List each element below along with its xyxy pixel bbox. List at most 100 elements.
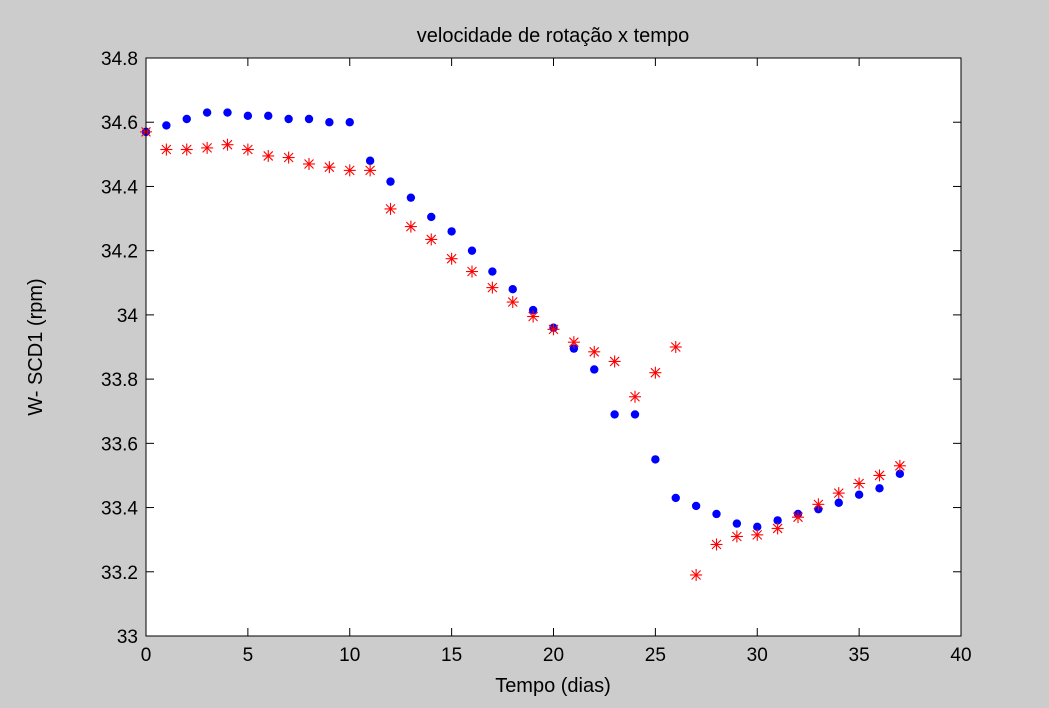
data-point-asterisk <box>323 161 336 174</box>
y-tick-label: 33 <box>117 627 138 648</box>
x-tick-label: 20 <box>543 645 564 666</box>
data-point-asterisk <box>873 469 886 482</box>
data-point-dot <box>162 121 171 130</box>
data-point-dot <box>386 177 395 186</box>
data-point-dot <box>773 516 782 525</box>
data-point-dot <box>325 118 334 127</box>
data-point-dot <box>345 118 354 127</box>
data-point-dot <box>365 156 375 165</box>
data-point-dot <box>508 285 517 294</box>
data-point-asterisk <box>506 296 519 309</box>
data-point-asterisk <box>812 498 825 511</box>
data-point-dot <box>834 498 843 507</box>
data-point-asterisk <box>221 138 234 151</box>
data-point-dot <box>406 193 416 202</box>
y-tick-label: 34.8 <box>101 49 138 70</box>
data-point-asterisk <box>669 341 682 353</box>
y-tick-label: 33.8 <box>101 370 138 391</box>
data-point-dot <box>284 114 293 124</box>
x-tick-label: 25 <box>645 645 666 666</box>
data-point-dot <box>854 490 864 499</box>
x-axis-label: Tempo (dias) <box>495 675 611 697</box>
data-point-asterisk <box>466 265 478 278</box>
x-tick-label: 5 <box>243 645 254 666</box>
data-point-asterisk <box>384 202 397 215</box>
data-point-asterisk <box>343 164 356 177</box>
data-point-asterisk <box>364 164 377 177</box>
data-point-asterisk <box>792 511 804 524</box>
data-point-dot <box>528 305 538 315</box>
series-asterisks <box>140 125 906 581</box>
data-point-dot <box>202 108 212 117</box>
data-point-asterisk <box>567 336 580 349</box>
data-point-dot <box>182 114 191 124</box>
data-point-asterisk <box>425 233 438 246</box>
y-tick-label: 34.4 <box>101 177 138 198</box>
data-point-asterisk <box>180 143 193 156</box>
series-dots <box>141 108 905 532</box>
chart-title: velocidade de rotação x tempo <box>417 25 689 47</box>
data-point-asterisk <box>751 528 764 541</box>
x-tick-label: 10 <box>339 645 360 666</box>
data-point-dot <box>243 111 253 121</box>
plot-area <box>146 58 961 636</box>
data-point-dot <box>732 519 742 528</box>
data-point-dot <box>447 227 456 236</box>
data-point-dot <box>630 410 640 419</box>
data-point-dot <box>264 111 273 121</box>
data-point-dot <box>427 212 436 222</box>
data-point-dot <box>610 410 619 419</box>
data-point-asterisk <box>241 143 254 156</box>
data-point-asterisk <box>690 568 703 581</box>
y-tick-label: 34 <box>117 306 139 327</box>
data-point-asterisk <box>201 141 214 154</box>
data-point-dot <box>691 501 701 511</box>
data-point-asterisk <box>262 149 275 162</box>
data-point-asterisk <box>710 538 723 551</box>
data-point-asterisk <box>547 323 560 336</box>
y-tick-label: 34.2 <box>101 242 138 263</box>
plot-frame <box>145 57 962 637</box>
data-point-asterisk <box>527 310 540 323</box>
data-point-dot <box>895 469 905 479</box>
x-tick-label: 0 <box>141 645 152 666</box>
data-point-dot <box>753 522 762 532</box>
x-tick-label: 35 <box>849 645 870 666</box>
y-tick-label: 34.6 <box>101 113 138 134</box>
data-point-asterisk <box>303 157 315 170</box>
data-point-asterisk <box>404 220 417 233</box>
data-point-dot <box>712 509 721 519</box>
data-point-dot <box>875 484 884 493</box>
tick-labels: 0 5 10 15 20 25 30 35 40 33 33.2 33.4 33.6 33.8 34 34.2… <box>101 49 972 666</box>
data-point-asterisk <box>629 390 641 403</box>
data-point-dot <box>304 114 314 124</box>
data-point-dot <box>590 365 599 374</box>
data-point-dot <box>223 108 232 117</box>
data-point-asterisk <box>893 459 906 472</box>
data-point-dot <box>488 267 497 276</box>
y-tick-label: 33.2 <box>101 563 138 584</box>
y-tick-label: 33.4 <box>101 499 138 520</box>
data-point-dot <box>569 344 579 353</box>
x-tick-label: 40 <box>950 645 971 666</box>
data-point-asterisk <box>771 522 784 535</box>
data-point-asterisk <box>160 143 173 156</box>
x-tick-label: 30 <box>747 645 768 666</box>
data-point-asterisk <box>853 477 866 490</box>
y-axis-label: W- SCD1 (rpm) <box>25 278 47 415</box>
data-point-asterisk <box>282 151 295 164</box>
data-point-asterisk <box>588 345 601 358</box>
data-point-dot <box>467 246 477 255</box>
y-tick-label: 33.6 <box>101 434 138 455</box>
data-point-dot <box>651 455 660 464</box>
x-tick-label: 15 <box>441 645 462 666</box>
data-point-asterisk <box>832 487 845 500</box>
data-point-asterisk <box>608 355 621 368</box>
data-point-asterisk <box>730 530 743 543</box>
data-point-dot <box>671 493 680 503</box>
data-point-asterisk <box>445 252 458 265</box>
data-point-asterisk <box>486 281 499 294</box>
data-point-asterisk <box>649 366 662 379</box>
